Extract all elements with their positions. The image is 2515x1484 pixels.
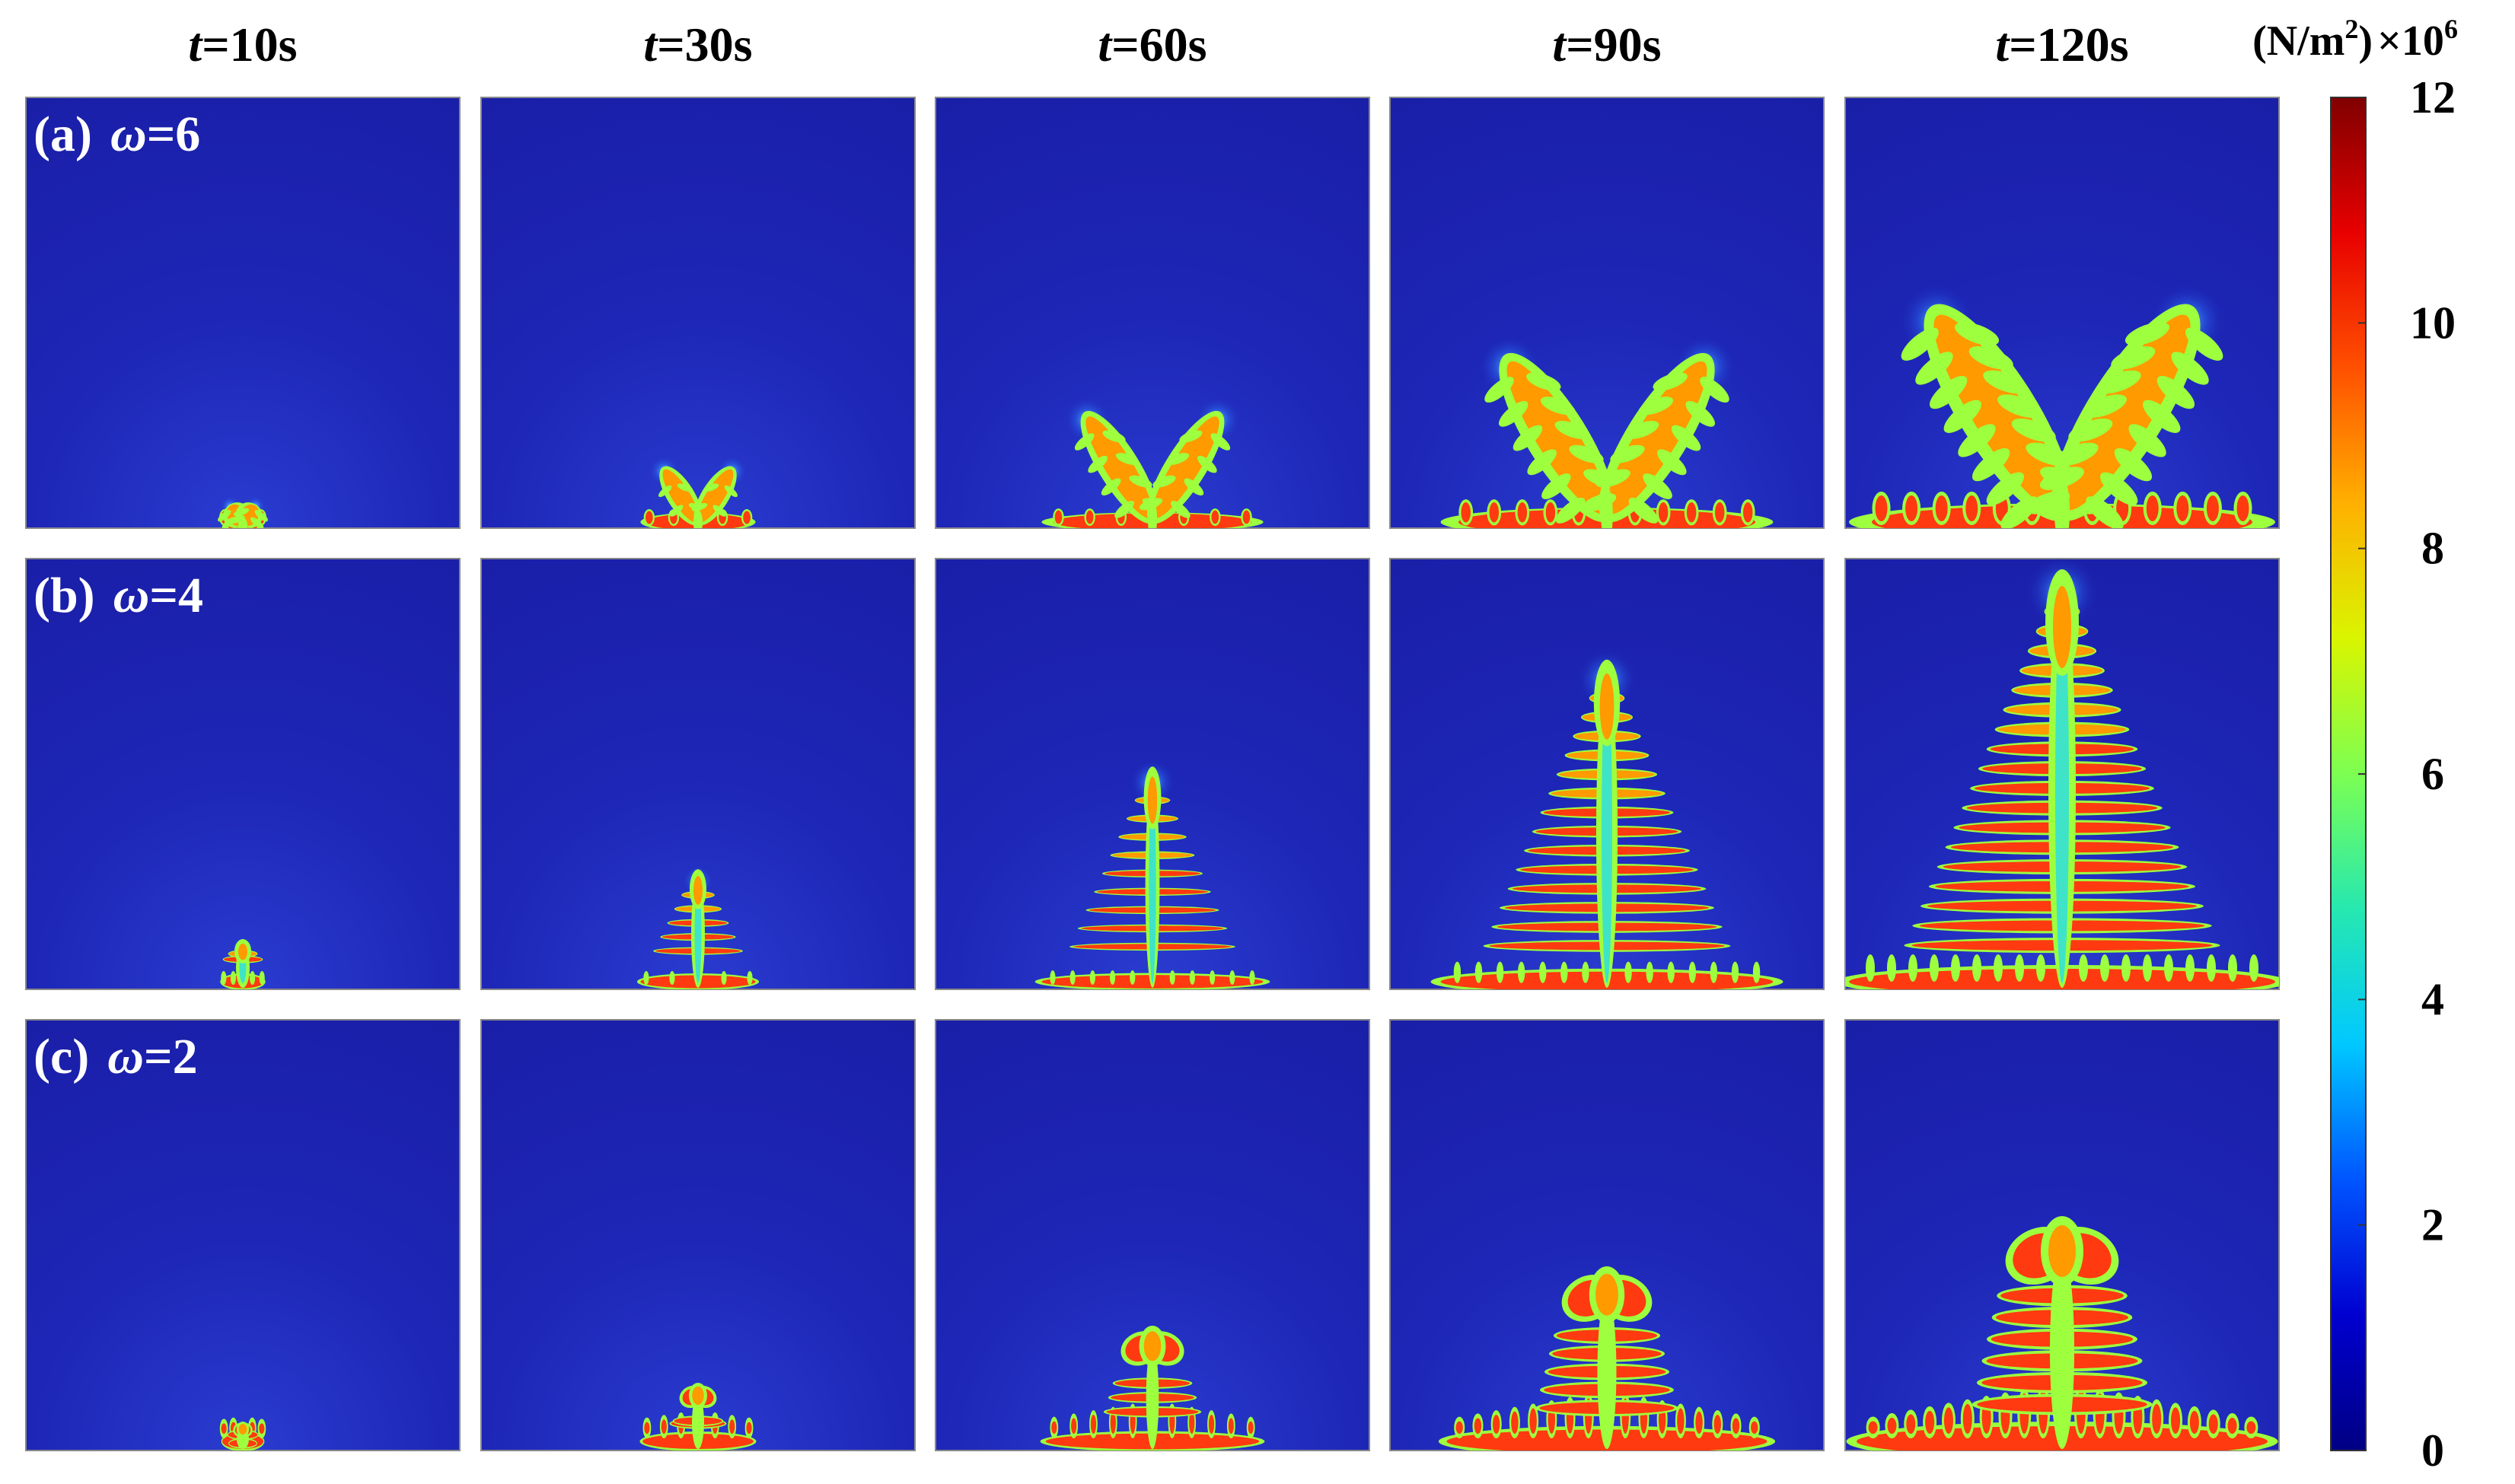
unit-superscript: 2 [2344, 14, 2358, 44]
dendrite-pattern [1034, 758, 1270, 989]
simulation-panel [1844, 97, 2280, 529]
dendrite-pattern [1041, 396, 1264, 528]
stress-field-background [25, 558, 461, 990]
colorbar-tick-label: 12 [2410, 72, 2456, 123]
colorbar-tick-label: 4 [2421, 974, 2444, 1024]
multiplier-superscript: 6 [2444, 14, 2458, 44]
simulation-panel [1389, 1019, 1825, 1451]
stress-field-background [1389, 97, 1825, 529]
dendrite-pattern [219, 1417, 266, 1451]
dendrite-pattern [636, 864, 760, 989]
stress-field-background [25, 1019, 461, 1451]
simulation-panel [25, 97, 461, 529]
row-label: (c) ω=2 [33, 1029, 198, 1084]
colorbar-unit: (N/m2) ×106 [2252, 14, 2458, 65]
dendrite-pattern [639, 1380, 757, 1451]
stress-field-background [480, 97, 916, 529]
row-label: (b) ω=4 [33, 568, 203, 623]
stress-field-background [480, 1019, 916, 1451]
simulation-panel [1844, 1019, 2280, 1451]
column-title: t=120s [1995, 18, 2128, 72]
simulation-panel [25, 558, 461, 990]
colorbar-tick-label: 2 [2421, 1200, 2444, 1250]
dendrite-pattern [1849, 283, 2275, 528]
dendrite-pattern [1440, 335, 1774, 528]
stress-field-background [935, 97, 1370, 529]
dendrite-pattern [1846, 1213, 2278, 1451]
simulation-panel [480, 1019, 916, 1451]
colorbar-tick-label: 0 [2421, 1425, 2444, 1476]
column-title: t=90s [1552, 18, 1661, 72]
dendrite-pattern [1430, 648, 1783, 989]
row-labels: (a) ω=6 (b) ω=4 (c) ω=2 [33, 107, 203, 1084]
dendrite-pattern [218, 495, 268, 528]
dendrite-pattern [1845, 559, 2279, 989]
simulation-panel [25, 1019, 461, 1451]
simulation-panel [480, 97, 916, 529]
simulation-panel [935, 97, 1370, 529]
simulation-panel [1389, 97, 1825, 529]
colorbar-ticks: 12 10 8 6 4 2 0 [2358, 72, 2456, 1476]
dendrite-pattern [1040, 1323, 1265, 1451]
simulation-panel [935, 558, 1370, 990]
dendrite-pattern [1438, 1263, 1776, 1451]
colorbar-tick-label: 8 [2421, 524, 2444, 574]
column-titles: t=10s t=30s t=60s t=90s t=120s [188, 18, 2128, 72]
simulation-panel [480, 558, 916, 990]
simulation-panel [1389, 558, 1825, 990]
colorbar: 12 10 8 6 4 2 0 (N/m2) ×106 [2252, 14, 2458, 1476]
column-title: t=30s [643, 18, 752, 72]
simulation-panel [1844, 558, 2280, 990]
stress-field-background [25, 97, 461, 529]
dendrite-pattern [640, 455, 756, 528]
colorbar-tick-label: 10 [2410, 298, 2456, 348]
panel-grid [25, 97, 2280, 1451]
colorbar-tick-label: 6 [2421, 749, 2444, 799]
column-title: t=10s [188, 18, 297, 72]
column-title: t=60s [1098, 18, 1206, 72]
dendrite-pattern [220, 936, 266, 989]
row-label: (a) ω=6 [33, 107, 200, 162]
simulation-panel [935, 1019, 1370, 1451]
